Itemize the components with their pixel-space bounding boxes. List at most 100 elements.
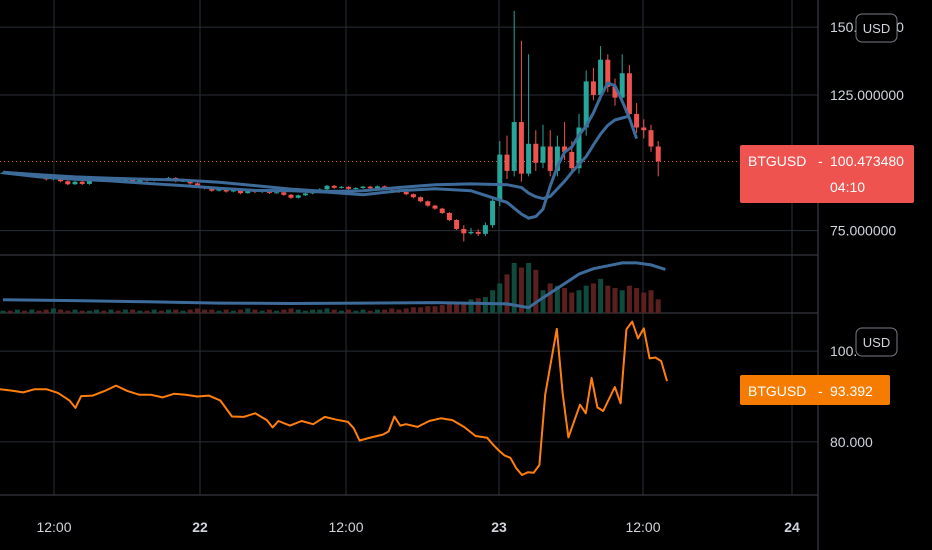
candle-body (648, 130, 654, 147)
price-badge-symbol: BTGUSD (748, 153, 806, 169)
candle-body (475, 231, 481, 234)
volume-bar (252, 309, 258, 313)
volume-bar (101, 310, 107, 313)
volume-bar (598, 278, 604, 313)
candle-body (137, 178, 143, 183)
candle-body (338, 186, 344, 188)
candle-body (360, 186, 366, 188)
x-tick-label: 22 (192, 519, 208, 535)
volume-ma-line (2, 261, 666, 310)
volume-bar (194, 308, 200, 313)
volume-bar (29, 309, 35, 313)
candle-body (518, 122, 524, 174)
ma-fast-line (2, 81, 639, 220)
price-badge-countdown: 04:10 (830, 179, 865, 195)
volume-bar (504, 274, 510, 313)
candle-body (590, 81, 596, 95)
x-tick-label: 24 (784, 519, 800, 535)
volume-bar (562, 288, 568, 313)
volume-bar (605, 285, 611, 313)
currency-button-bottom[interactable]: USD (855, 327, 898, 357)
volume-bar (43, 309, 49, 313)
candle-body (295, 195, 301, 198)
volume-bar (187, 309, 193, 313)
currency-button-top[interactable]: USD (855, 13, 898, 43)
y-tick-label-top: 125.000000 (830, 87, 904, 103)
candle-body (446, 212, 452, 221)
volume-bar (302, 310, 308, 313)
volume-bar (209, 309, 215, 313)
volume-bar (490, 290, 496, 313)
volume-bar (22, 310, 28, 313)
volume-bar (482, 297, 488, 313)
volume-bar (590, 283, 596, 313)
candle-body (583, 81, 589, 128)
volume-bar (547, 283, 553, 313)
candle-body (482, 225, 488, 234)
volume-bar (454, 302, 460, 313)
volume-bar (202, 309, 208, 313)
volume-bar (641, 292, 647, 313)
volume-bar (295, 309, 301, 313)
volume-bar (50, 308, 56, 313)
volume-bar (180, 310, 186, 313)
volume-bar (166, 309, 172, 313)
volume-bar (461, 301, 467, 313)
volume-bar (655, 299, 661, 313)
candle-body (569, 151, 575, 169)
y-tick-label-top: 75.000000 (830, 223, 896, 239)
volume-bar (130, 309, 136, 313)
volume-bar (288, 308, 294, 313)
volume-bar (619, 290, 625, 313)
volume-bar (418, 307, 424, 313)
volume-bar (403, 308, 409, 313)
volume-bar (576, 290, 582, 313)
y-tick-label-bottom: 80.000 (830, 434, 873, 450)
volume-bar (331, 309, 337, 313)
volume-bar (533, 269, 539, 313)
volume-bar (374, 309, 380, 313)
candle-body (245, 190, 251, 194)
candle-body (238, 190, 244, 194)
indicator-line (0, 320, 668, 476)
candle-body (403, 191, 409, 195)
candle-body (281, 192, 287, 195)
candle-body (454, 220, 460, 229)
volume-bars (0, 263, 661, 313)
grid-lines (0, 0, 819, 550)
volume-bar (432, 306, 438, 313)
candle-body (540, 146, 546, 163)
volume-bar (518, 267, 524, 313)
candle-body (230, 190, 236, 192)
volume-bar (216, 310, 222, 313)
volume-bar (382, 309, 388, 313)
candle-body (562, 146, 568, 152)
volume-bar (122, 309, 128, 313)
candle-body (353, 187, 359, 189)
volume-bar (648, 290, 654, 313)
volume-bar (367, 310, 373, 313)
candle-body (79, 181, 85, 184)
candle-body (554, 146, 560, 171)
volume-bar (396, 309, 402, 313)
ma-slow-line (2, 114, 630, 201)
volume-bar (158, 310, 164, 313)
volume-bar (223, 309, 229, 313)
volume-bar (324, 308, 330, 313)
volume-bar (540, 290, 546, 313)
candle-body (274, 192, 280, 194)
volume-bar (475, 298, 481, 313)
candle-body (302, 193, 308, 196)
volume-bar (115, 310, 121, 313)
currency-button-top-label: USD (863, 21, 890, 36)
line-badge-value: 93.392 (830, 383, 873, 399)
x-tick-label: 12:00 (328, 519, 363, 535)
volume-bar (338, 310, 344, 313)
moving-average-lines (2, 81, 666, 310)
volume-bar (360, 309, 366, 313)
candle-body (439, 208, 445, 213)
candle-body (634, 113, 640, 128)
svg-text:-: - (818, 383, 823, 399)
volume-bar (108, 309, 114, 313)
candle-body (605, 59, 611, 87)
